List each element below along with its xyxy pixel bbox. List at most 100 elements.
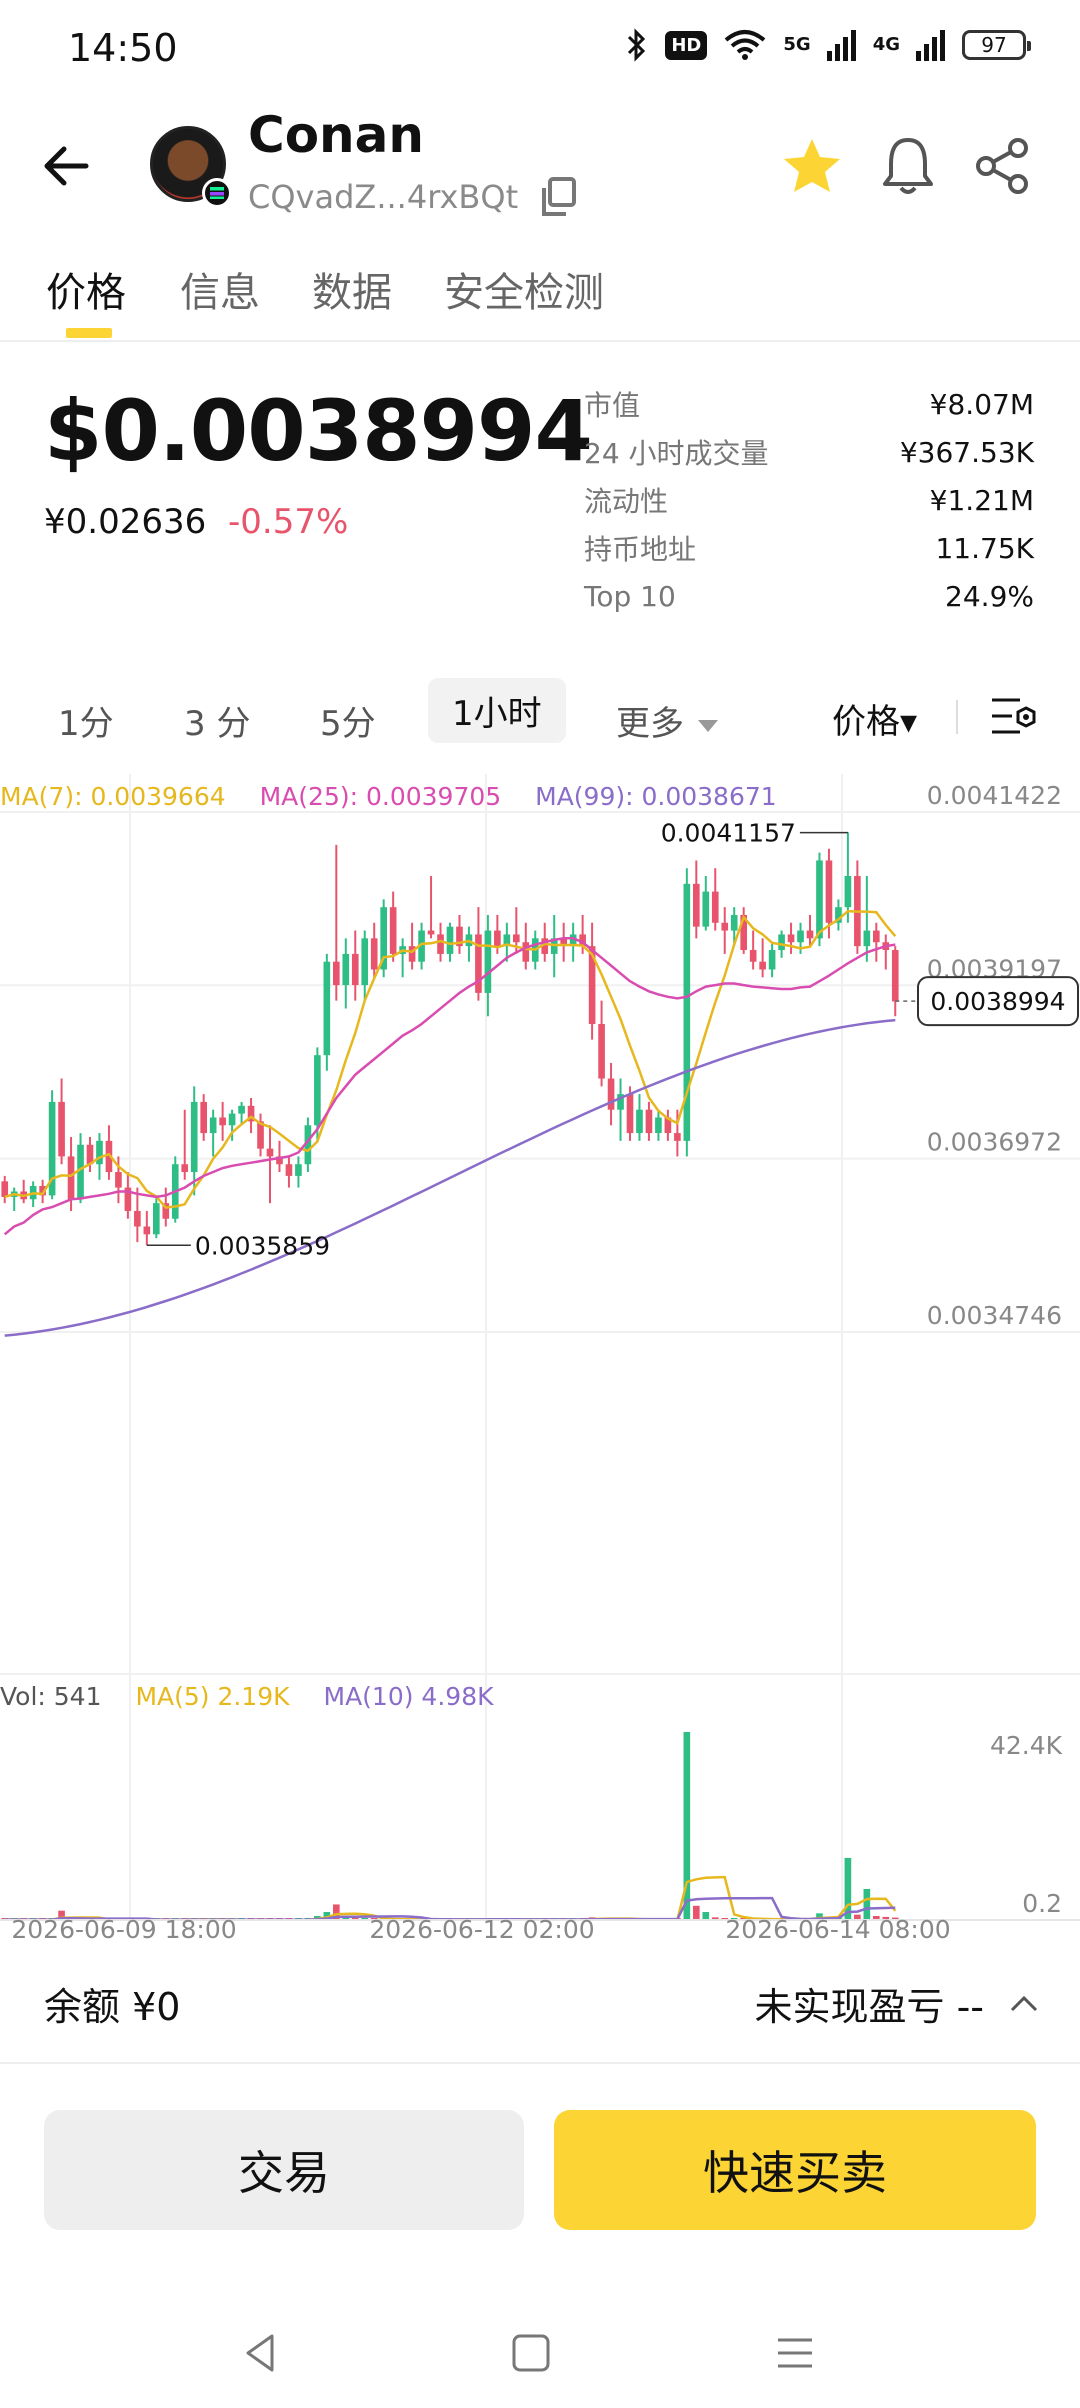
stat-row: 24 小时成交量 ¥367.53K	[584, 428, 1034, 476]
candle-body	[560, 938, 567, 947]
back-arrow-icon[interactable]	[36, 136, 96, 196]
candle-body	[67, 1156, 75, 1200]
stats-panel: 市值 ¥8.07M 24 小时成交量 ¥367.53K 流动性 ¥1.21M 持…	[584, 380, 1034, 620]
candle-body	[873, 930, 880, 943]
candle-body	[257, 1121, 264, 1149]
tab-price[interactable]: 价格	[46, 270, 126, 316]
star-icon[interactable]	[780, 134, 844, 198]
candle-body	[456, 926, 463, 947]
price-type-toggle[interactable]: 价格▾	[832, 702, 918, 742]
candle-body	[626, 1094, 634, 1134]
interval-1h[interactable]: 1小时	[428, 678, 566, 743]
interval-more[interactable]: 更多	[616, 696, 718, 745]
candle-body	[844, 876, 852, 908]
battery-icon: 97	[962, 30, 1031, 60]
interval-1m[interactable]: 1分	[58, 704, 114, 744]
candle-body	[200, 1101, 207, 1134]
candle-body	[238, 1105, 245, 1114]
candle-body	[48, 1101, 56, 1196]
share-icon[interactable]	[972, 136, 1032, 196]
interval-3m[interactable]: 3 分	[184, 704, 251, 744]
volume-bar	[891, 1917, 899, 1920]
balance-row[interactable]: 余额 ¥0 未实现盈亏 --	[0, 1944, 1080, 2064]
price-usd: $0.0038994	[44, 382, 593, 480]
candle-body	[437, 934, 444, 954]
candle-body	[77, 1144, 84, 1200]
nav-home-icon[interactable]	[508, 2330, 554, 2376]
high-price-label: 0.0041157	[661, 819, 796, 848]
status-icons: HD 5G 4G 97	[625, 28, 1031, 62]
current-price-box	[917, 976, 1079, 1027]
stat-row: 市值 ¥8.07M	[584, 380, 1034, 428]
nav-back-icon[interactable]	[238, 2330, 284, 2376]
wifi-icon	[725, 30, 766, 60]
stat-value: ¥1.21M	[929, 483, 1034, 517]
candle-body	[749, 950, 757, 962]
tab-data[interactable]: 数据	[312, 270, 392, 316]
caret-down-icon	[698, 719, 718, 732]
coin-header: Conan CQvadZ...4rxBQt	[0, 100, 1080, 230]
stat-label: 24 小时成交量	[584, 437, 769, 470]
volume-bar	[863, 1888, 871, 1920]
stat-value: ¥8.07M	[929, 387, 1034, 421]
ma99-line	[4, 1018, 896, 1337]
ma-legend: MA(7): 0.0039664 MA(25): 0.0039705 MA(99…	[0, 782, 803, 811]
chart-settings-icon[interactable]	[990, 694, 1040, 738]
stat-value: ¥367.53K	[899, 435, 1034, 469]
candle-body	[1, 1181, 9, 1197]
volume-bar	[323, 1912, 331, 1920]
candle-body	[295, 1164, 302, 1176]
candle-body	[115, 1172, 122, 1188]
candle-body	[39, 1186, 46, 1196]
candle-body	[475, 934, 482, 993]
signal-icon	[826, 30, 856, 61]
tab-indicator	[66, 328, 112, 338]
candle-body	[598, 1024, 605, 1079]
stat-row: 持币地址 11.75K	[584, 524, 1034, 572]
candle-body	[266, 1148, 274, 1157]
x-axis-label: 2026-06-09 18:00	[11, 1915, 236, 1940]
chevron-up-icon[interactable]	[1008, 1992, 1040, 2016]
tab-security[interactable]: 安全检测	[444, 270, 604, 316]
price-change: -0.57%	[228, 502, 349, 542]
candle-body	[124, 1187, 132, 1211]
volume-bar	[882, 1916, 890, 1920]
candle-body	[333, 961, 340, 986]
candle-body	[797, 930, 804, 943]
candle-body	[645, 1109, 653, 1134]
candle-body	[351, 953, 359, 986]
candlestick-chart[interactable]: 0.00414220.00391970.00369720.00347460.00…	[0, 774, 1080, 1944]
candle-body	[702, 891, 710, 927]
hd-badge: HD	[665, 30, 708, 60]
candle-body	[134, 1210, 141, 1227]
low-price-label: 0.0035859	[195, 1231, 330, 1260]
candle-body	[636, 1109, 643, 1134]
price-chart[interactable]: 0.0041422 0.0039197 0.0036972 0.0034746 0.00…	[0, 774, 1080, 1944]
candle-body	[314, 1055, 321, 1126]
battery-level: 97	[981, 33, 1007, 57]
candle-body	[835, 907, 842, 923]
volume-bar	[816, 1913, 823, 1920]
stat-label: Top 10	[584, 579, 676, 613]
quick-trade-button[interactable]: 快速买卖	[554, 2110, 1036, 2230]
status-bar: 14:50 HD 5G 4G 97	[0, 0, 1080, 96]
y-axis-label: 0.0034746	[927, 1301, 1062, 1330]
trade-button[interactable]: 交易	[44, 2110, 524, 2230]
candle-body	[768, 950, 776, 970]
copy-icon[interactable]	[538, 176, 578, 218]
candle-body	[96, 1140, 103, 1165]
interval-5m[interactable]: 5分	[320, 704, 376, 744]
candle-body	[522, 942, 530, 962]
candle-body	[787, 934, 795, 943]
unrealized-pnl: 未实现盈亏 --	[754, 1985, 984, 2029]
candle-body	[153, 1203, 160, 1235]
candle-body	[816, 860, 823, 939]
nav-menu-icon[interactable]	[772, 2330, 818, 2376]
candle-body	[285, 1164, 293, 1176]
candle-body	[342, 953, 350, 986]
candle-body	[863, 930, 871, 947]
tab-info[interactable]: 信息	[180, 270, 260, 316]
bell-icon[interactable]	[878, 134, 938, 198]
candle-body	[579, 934, 586, 947]
detail-tabs: 价格 信息 数据 安全检测	[0, 250, 1080, 342]
